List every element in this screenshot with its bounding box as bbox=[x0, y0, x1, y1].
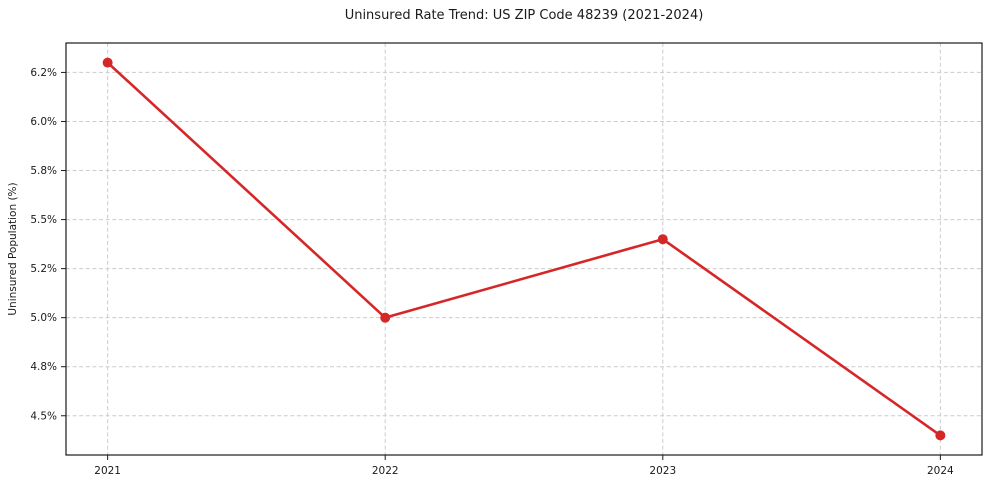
data-point bbox=[657, 234, 668, 245]
x-tick-label: 2022 bbox=[372, 465, 399, 477]
data-point bbox=[102, 57, 113, 68]
y-tick-label: 5.8% bbox=[30, 165, 57, 177]
y-tick-label: 4.8% bbox=[30, 361, 57, 373]
data-point bbox=[935, 430, 946, 441]
y-tick-label: 6.0% bbox=[30, 116, 57, 128]
x-tick-label: 2024 bbox=[927, 465, 954, 477]
chart-title: Uninsured Rate Trend: US ZIP Code 48239 … bbox=[344, 8, 704, 23]
y-tick-label: 4.5% bbox=[30, 410, 57, 422]
y-tick-label: 5.0% bbox=[30, 312, 57, 324]
y-tick-label: 5.5% bbox=[30, 214, 57, 226]
trend-line bbox=[106, 61, 942, 437]
plot-frame bbox=[65, 42, 983, 456]
data-point bbox=[380, 312, 391, 323]
x-tick-label: 2023 bbox=[649, 465, 676, 477]
y-axis-label: Uninsured Population (%) bbox=[7, 182, 19, 316]
y-tick-label: 6.2% bbox=[30, 67, 57, 79]
y-tick-label: 5.2% bbox=[30, 263, 57, 275]
x-tick-label: 2021 bbox=[94, 465, 121, 477]
